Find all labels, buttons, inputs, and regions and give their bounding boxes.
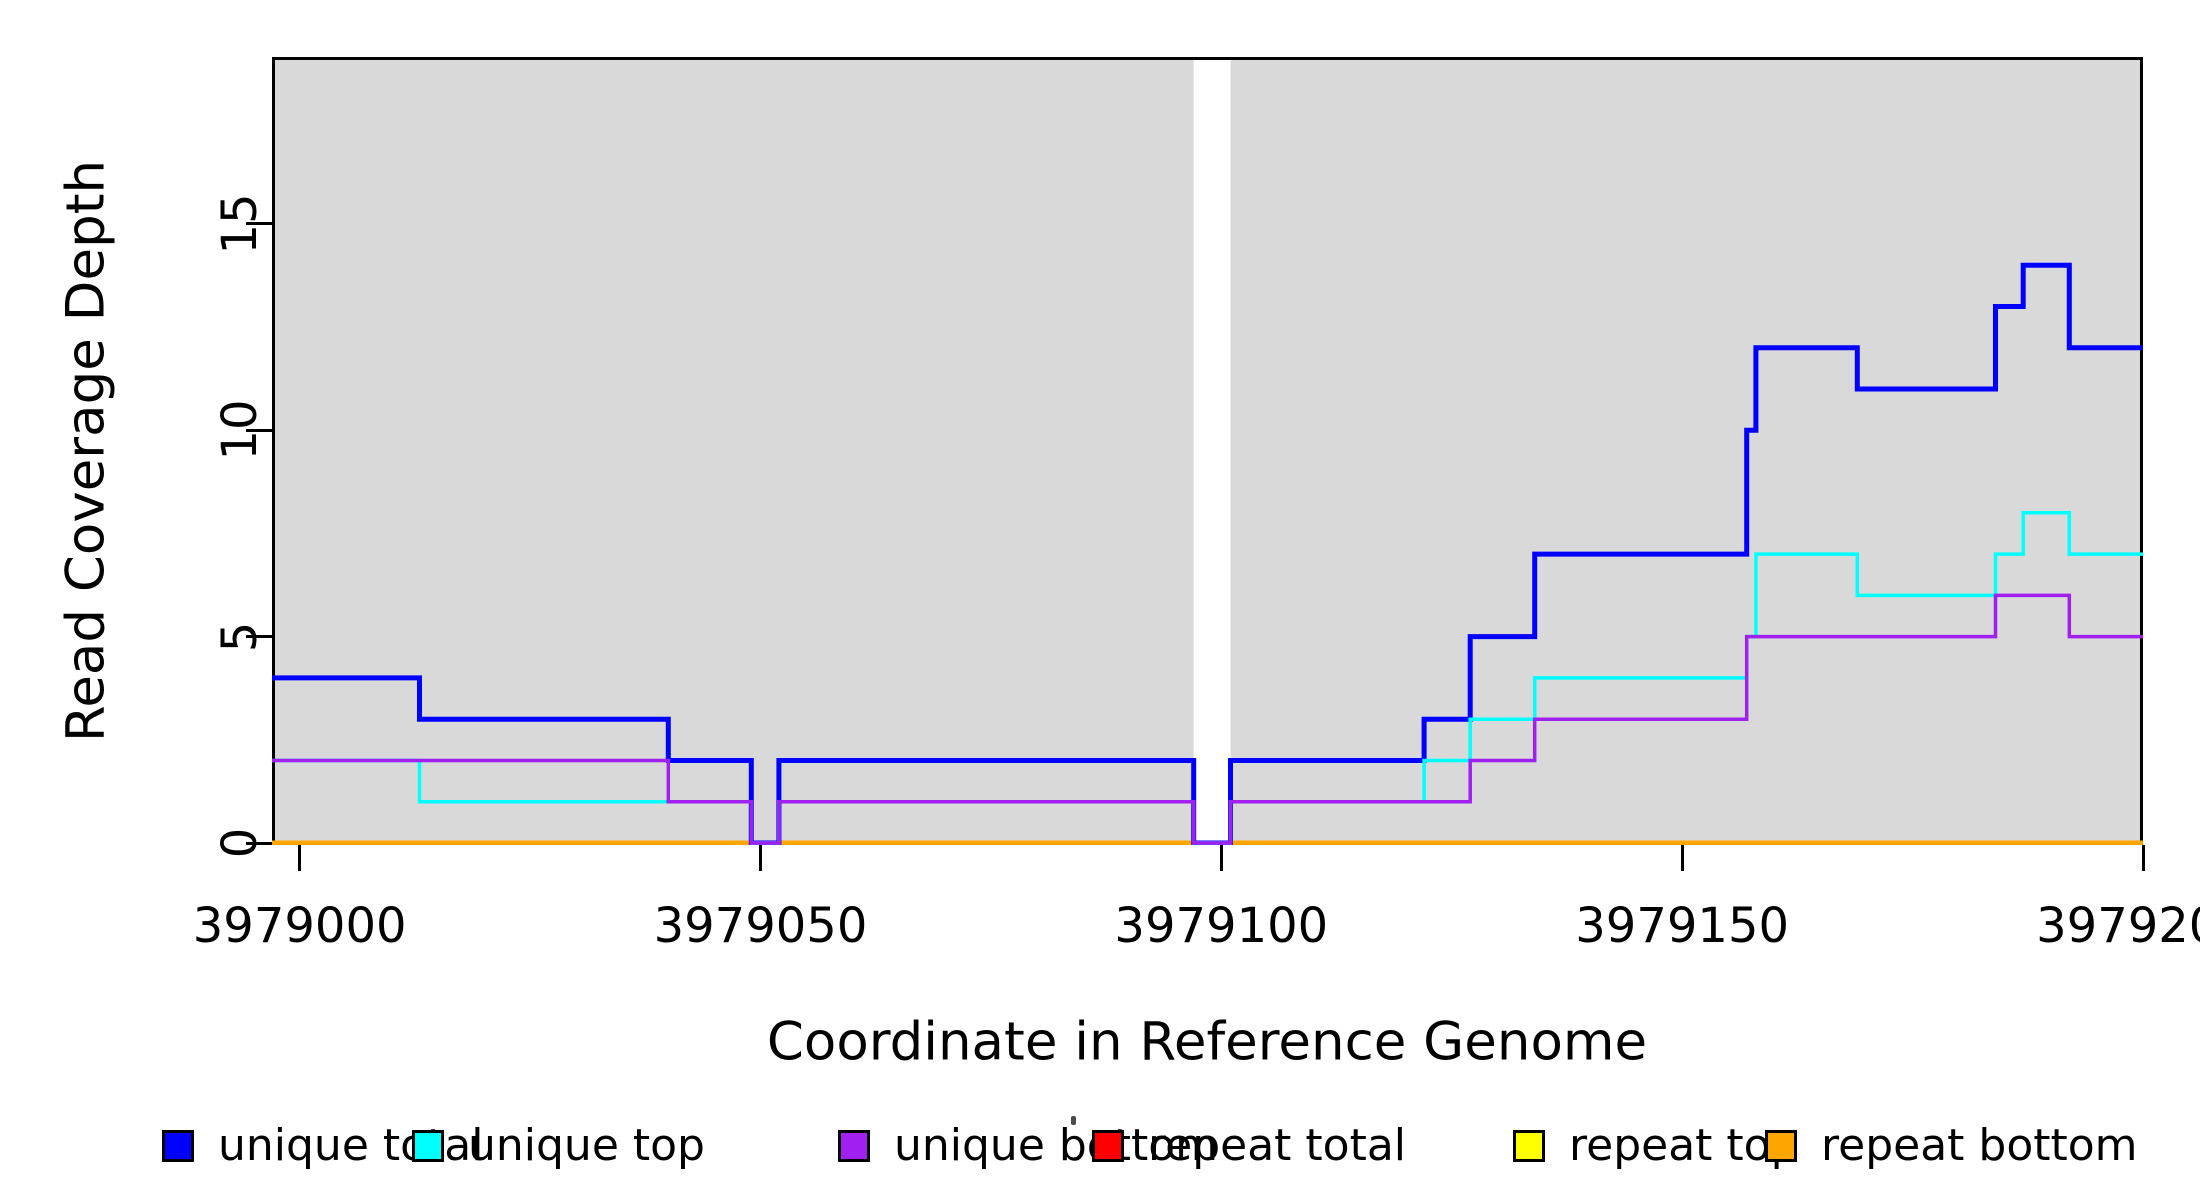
legend-entry-repeat-top: repeat top [1513, 1120, 1799, 1171]
unique-bottom-line [272, 593, 2143, 845]
legend-entry-repeat-total: repeat total [1092, 1120, 1406, 1171]
legend-label-repeat-bottom: repeat bottom [1821, 1120, 2138, 1171]
y-tick-label-0: 0 [212, 827, 268, 859]
y-tick-label-2: 10 [212, 399, 268, 461]
x-axis-title: Coordinate in Reference Genome [766, 1011, 1648, 1073]
legend-entry-unique-bottom: unique bottom [838, 1120, 1218, 1171]
legend-label-repeat-top: repeat top [1569, 1120, 1799, 1171]
legend-entry-repeat-bottom: repeat bottom [1765, 1120, 2138, 1171]
coverage-step-chart [272, 57, 2143, 846]
y-tick-mark-1 [246, 635, 272, 639]
legend-swatch-unique-top [412, 1129, 444, 1162]
y-tick-label-3: 15 [212, 193, 268, 255]
legend-entry-unique-top: unique top [412, 1120, 705, 1171]
x-tick-label-4: 3979200 [2036, 898, 2200, 954]
x-tick-mark-1 [758, 845, 762, 871]
legend-swatch-repeat-top [1513, 1129, 1545, 1162]
stray-mark [1071, 1116, 1076, 1125]
x-tick-mark-3 [1680, 845, 1684, 871]
y-tick-mark-0 [246, 841, 272, 845]
y-tick-mark-2 [246, 428, 272, 432]
legend-swatch-repeat-bottom [1765, 1129, 1797, 1162]
x-tick-label-2: 3979100 [1114, 898, 1329, 954]
x-tick-mark-4 [2141, 845, 2145, 871]
x-tick-label-3: 3979150 [1575, 898, 1790, 954]
legend-swatch-unique-total [162, 1129, 194, 1162]
y-tick-label-1: 5 [212, 621, 268, 652]
y-axis-title: Read Coverage Depth [55, 159, 117, 743]
x-tick-label-0: 3979000 [192, 898, 407, 954]
legend-swatch-repeat-total [1092, 1129, 1124, 1162]
x-tick-label-1: 3979050 [653, 898, 868, 954]
legend-label-repeat-total: repeat total [1148, 1120, 1407, 1171]
x-tick-mark-0 [298, 845, 302, 871]
legend-label-unique-top: unique top [468, 1120, 705, 1171]
y-tick-mark-3 [246, 222, 272, 226]
unique-total-line [272, 262, 2143, 846]
legend-label-unique-bottom: unique bottom [894, 1120, 1219, 1171]
plot-area [272, 57, 2143, 846]
legend-swatch-unique-bottom [838, 1129, 870, 1162]
x-tick-mark-2 [1219, 845, 1223, 871]
coverage-gap-band [1193, 57, 1231, 845]
